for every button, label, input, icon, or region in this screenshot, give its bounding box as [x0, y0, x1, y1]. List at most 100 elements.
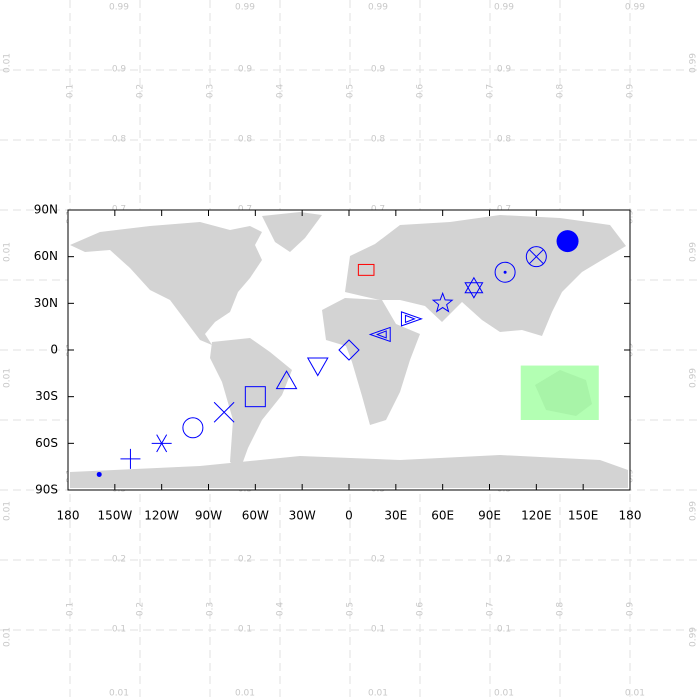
grid-label: 0.9 — [626, 602, 636, 617]
grid-label: 0.2 — [238, 555, 252, 565]
x-tick-label: 150E — [568, 509, 599, 523]
grid-label: 0.99 — [235, 3, 255, 13]
grid-label: 0.3 — [206, 602, 216, 616]
box — [520, 365, 599, 420]
x-tick-label: 180 — [619, 509, 642, 523]
grid-label: 0.99 — [689, 368, 699, 388]
x-tick-label: 30W — [289, 509, 316, 523]
marker — [96, 471, 102, 477]
grid-label: 0.01 — [625, 689, 645, 699]
grid-label: 0.1 — [371, 625, 385, 635]
marker-part — [213, 401, 235, 423]
map-layer — [96, 230, 599, 477]
grid-label: 0.7 — [486, 602, 496, 616]
grid-label: 0.8 — [112, 135, 127, 145]
x-tick-label: 60W — [242, 509, 269, 523]
grid-label: 0.9 — [238, 65, 253, 75]
grid-label: 0.01 — [3, 242, 13, 262]
grid-label: 0.2 — [497, 555, 511, 565]
x-tick-label: 150W — [97, 509, 132, 523]
grid-label: 0.8 — [556, 602, 566, 617]
marker — [525, 246, 547, 268]
grid-label: 0.9 — [497, 65, 512, 75]
marker-part — [368, 326, 391, 343]
grid-label: 0.7 — [486, 84, 496, 98]
south-america — [210, 338, 292, 470]
grid-label: 0.8 — [238, 135, 253, 145]
grid-label: 0.01 — [3, 368, 13, 388]
grid-label: 0.01 — [368, 689, 388, 699]
y-tick-label: 0 — [50, 343, 58, 357]
box — [357, 263, 375, 276]
grid-label: 0.99 — [689, 627, 699, 647]
eurasia — [345, 215, 626, 336]
marker — [151, 434, 172, 453]
grid-label: 0.9 — [112, 65, 127, 75]
grid-label: 0.99 — [689, 242, 699, 262]
land — [70, 212, 628, 488]
grid-label: 0.99 — [109, 3, 129, 13]
marker-part — [306, 357, 329, 377]
y-tick-label: 60S — [35, 436, 58, 450]
marker — [431, 291, 454, 313]
grid-label: 0.99 — [689, 53, 699, 73]
marker-part — [556, 230, 579, 253]
marker — [275, 370, 298, 390]
grid-label: 0.4 — [276, 84, 286, 99]
marker-part — [431, 291, 454, 313]
grid-label: 0.2 — [112, 555, 126, 565]
x-tick-label: 120E — [521, 509, 552, 523]
grid-label: 0.6 — [416, 84, 426, 99]
grid-label: 0.3 — [206, 84, 216, 98]
marker-part — [494, 261, 516, 283]
marker-part — [96, 471, 102, 477]
grid-label: 0.1 — [66, 84, 76, 98]
marker-part — [244, 386, 266, 408]
marker-part — [400, 311, 423, 327]
grid-label: 0.1 — [66, 602, 76, 616]
grid-label: 0.8 — [556, 84, 566, 99]
grid-label: 0.2 — [136, 84, 146, 98]
x-tick-label: 90E — [478, 509, 501, 523]
grid-label: 0.01 — [3, 627, 13, 647]
grid-label: 0.99 — [494, 3, 514, 13]
marker — [213, 401, 235, 423]
marker — [120, 448, 141, 469]
y-tick-label: 30N — [34, 296, 58, 310]
marker-part — [182, 417, 204, 439]
marker-part — [275, 370, 298, 390]
y-tick-label: 30S — [35, 389, 58, 403]
x-tick-label: 30E — [384, 509, 407, 523]
grid-label: 0.4 — [276, 602, 286, 617]
marker — [494, 261, 516, 283]
north-america — [70, 222, 262, 345]
marker — [244, 386, 266, 408]
x-tick-label: 120W — [144, 509, 179, 523]
marker — [556, 230, 579, 253]
grid-label: 0.9 — [626, 84, 636, 99]
y-tick-label: 60N — [34, 249, 58, 263]
grid-label: 0.1 — [497, 625, 511, 635]
africa — [322, 298, 420, 425]
x-tick-label: 60E — [431, 509, 454, 523]
grid-label: 0.01 — [3, 53, 13, 73]
grid-label: 0.99 — [368, 3, 388, 13]
marker-part — [464, 276, 484, 299]
marker-part — [120, 448, 141, 469]
grid-label: 0.8 — [371, 135, 386, 145]
marker — [464, 276, 484, 299]
x-tick-label: 90W — [195, 509, 222, 523]
grid-label: 0.2 — [371, 555, 385, 565]
greenland — [262, 212, 322, 252]
marker — [368, 326, 391, 343]
y-tick-label: 90N — [34, 203, 58, 217]
grid-label: 0.8 — [497, 135, 512, 145]
marker-part — [528, 249, 544, 265]
grid-label: 0.9 — [371, 65, 386, 75]
antarctica — [70, 455, 628, 488]
grid-label: 0.01 — [109, 689, 129, 699]
marker-part — [151, 434, 172, 453]
marker — [338, 339, 360, 361]
